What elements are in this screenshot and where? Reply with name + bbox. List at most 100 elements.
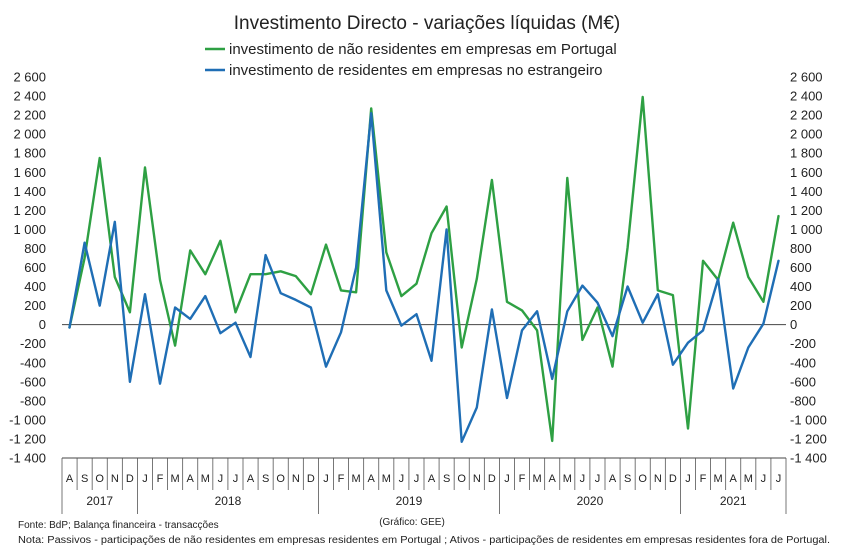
x-tick-label: N (292, 473, 300, 485)
y-tick-label-right: 1 600 (790, 165, 823, 180)
x-tick-label: J (218, 473, 224, 485)
x-tick-label: M (171, 473, 180, 485)
y-tick-label-left: -200 (20, 336, 46, 351)
x-tick-label: O (457, 473, 466, 485)
legend-label-non-residents: investimento de não residentes em empres… (229, 41, 617, 58)
x-tick-label: M (563, 473, 572, 485)
y-tick-label-right: -600 (790, 374, 816, 389)
year-label: 2019 (396, 494, 423, 508)
year-label: 2020 (577, 494, 604, 508)
y-tick-label-left: 1 200 (13, 203, 46, 218)
year-label: 2018 (215, 494, 242, 508)
x-tick-label: D (307, 473, 315, 485)
y-tick-label-left: 800 (24, 241, 46, 256)
x-tick-label: S (624, 473, 631, 485)
x-tick-label: A (247, 473, 255, 485)
y-tick-label-right: 200 (790, 298, 812, 313)
y-tick-label-left: -1 000 (9, 412, 46, 427)
legend-label-residents: investimento de residentes em empresas n… (229, 62, 603, 79)
x-tick-label: N (473, 473, 481, 485)
x-tick-label: D (126, 473, 134, 485)
y-tick-label-right: -400 (790, 355, 816, 370)
x-tick-label: F (700, 473, 707, 485)
x-tick-label: S (443, 473, 450, 485)
x-tick-label: F (157, 473, 164, 485)
y-tick-label-right: -1 200 (790, 431, 827, 446)
y-tick-label-right: 600 (790, 260, 812, 275)
x-tick-label: F (338, 473, 345, 485)
x-tick-label: J (504, 473, 510, 485)
x-tick-label: J (580, 473, 586, 485)
x-tick-label: J (323, 473, 329, 485)
y-tick-label-right: -1 000 (790, 412, 827, 427)
x-tick-label: A (730, 473, 738, 485)
x-tick-label: M (714, 473, 723, 485)
series-line-1 (68, 111, 780, 443)
y-tick-label-right: 400 (790, 279, 812, 294)
x-tick-label: A (187, 473, 195, 485)
y-tick-label-left: 2 600 (13, 70, 46, 85)
x-tick-label: J (761, 473, 767, 485)
x-tick-label: D (488, 473, 496, 485)
year-label: 2017 (86, 494, 113, 508)
x-tick-label: J (142, 473, 148, 485)
y-axis-left: 2 600 2 400 2 200 2 000 1 800 1 600 1 400 1 200… (9, 70, 46, 466)
y-tick-label-right: 2 400 (790, 89, 823, 104)
x-tick-label: S (81, 473, 88, 485)
y-tick-label-right: 1 800 (790, 146, 823, 161)
y-tick-label-right: -200 (790, 336, 816, 351)
y-tick-label-left: 200 (24, 298, 46, 313)
x-tick-label: A (66, 473, 74, 485)
y-tick-label-left: 1 600 (13, 165, 46, 180)
x-tick-label: O (638, 473, 647, 485)
legend: investimento de não residentes em empres… (205, 41, 617, 79)
x-tick-label: J (595, 473, 601, 485)
y-tick-label-right: 2 000 (790, 127, 823, 142)
x-tick-label: A (549, 473, 557, 485)
y-tick-label-left: -400 (20, 355, 46, 370)
x-tick-label: N (111, 473, 119, 485)
y-tick-label-left: -800 (20, 393, 46, 408)
x-tick-label: M (382, 473, 391, 485)
year-label: 2021 (720, 494, 747, 508)
x-tick-label: M (533, 473, 542, 485)
y-tick-label-right: 1 400 (790, 184, 823, 199)
x-tick-label: F (519, 473, 526, 485)
y-tick-label-left: 0 (39, 317, 46, 332)
y-tick-label-left: 400 (24, 279, 46, 294)
x-tick-label: J (399, 473, 405, 485)
x-tick-label: M (201, 473, 210, 485)
y-tick-label-right: 800 (790, 241, 812, 256)
x-tick-label: A (368, 473, 376, 485)
y-tick-label-left: -1 400 (9, 451, 46, 466)
x-tick-label: O (276, 473, 285, 485)
y-tick-label-left: -600 (20, 374, 46, 389)
x-tick-label: N (654, 473, 662, 485)
x-tick-label: O (95, 473, 104, 485)
x-tick-label: A (609, 473, 617, 485)
x-tick-label: J (233, 473, 239, 485)
x-tick-label: S (262, 473, 269, 485)
x-tick-label: J (776, 473, 782, 485)
y-tick-label-left: 1 800 (13, 146, 46, 161)
y-tick-label-right: -800 (790, 393, 816, 408)
y-tick-label-right: 1 000 (790, 222, 823, 237)
source-note: Fonte: BdP; Balança financeira - transac… (18, 520, 219, 531)
x-tick-label: A (428, 473, 436, 485)
y-tick-label-left: -1 200 (9, 431, 46, 446)
footnote: Nota: Passivos - participações de não re… (18, 535, 830, 546)
series-layer (68, 95, 780, 443)
y-tick-label-right: -1 400 (790, 451, 827, 466)
y-tick-label-left: 1 000 (13, 222, 46, 237)
y-tick-label-right: 2 200 (790, 108, 823, 123)
y-axis-right: 2 600 2 400 2 200 2 000 1 800 1 600 1 400 1 200… (790, 70, 827, 466)
y-tick-label-left: 2 400 (13, 89, 46, 104)
y-tick-label-right: 0 (790, 317, 797, 332)
x-tick-label: J (414, 473, 420, 485)
x-tick-label: M (352, 473, 361, 485)
y-tick-label-left: 1 400 (13, 184, 46, 199)
chart-title: Investimento Directo - variações líquida… (234, 13, 620, 34)
series-line-0 (68, 95, 780, 443)
